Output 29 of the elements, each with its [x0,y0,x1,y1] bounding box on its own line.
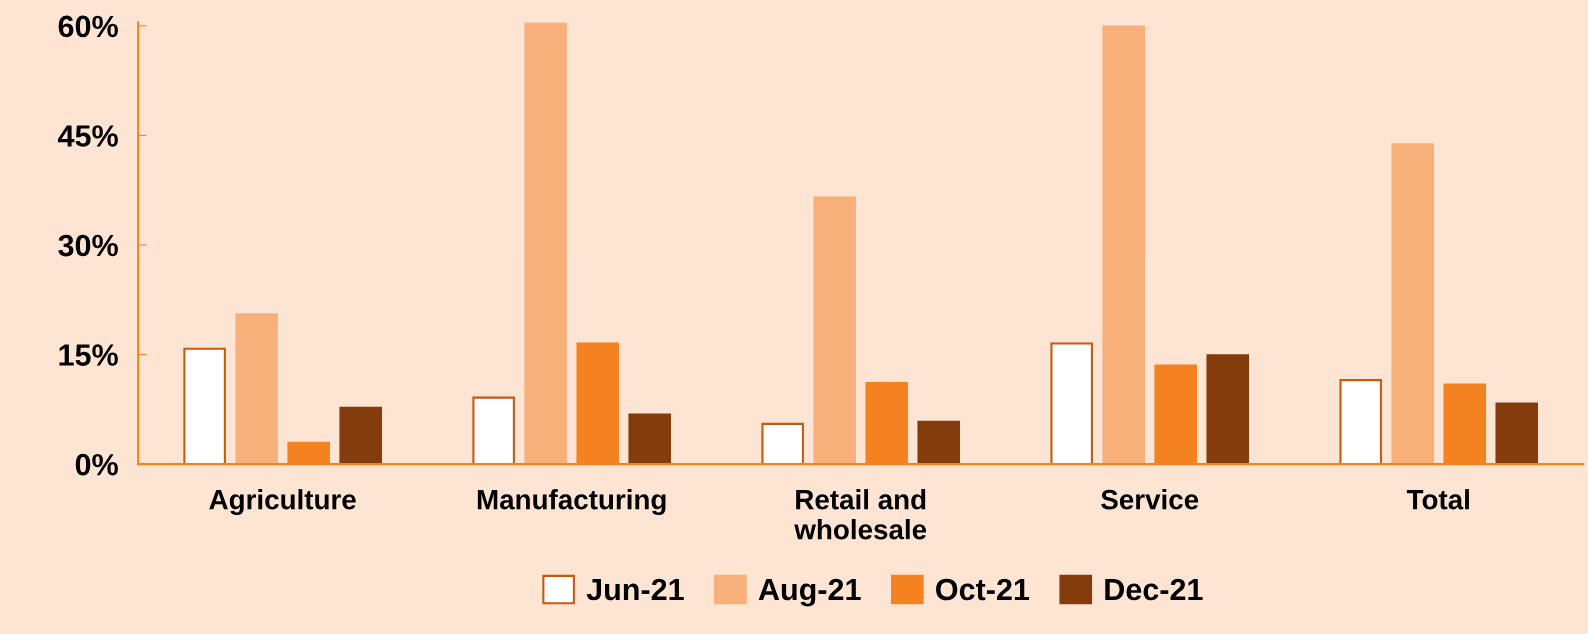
legend-label: Dec-21 [1105,578,1203,601]
legend-label: Aug-21 [758,578,861,607]
bar [1339,379,1382,465]
bar [628,413,671,465]
bar [339,406,382,465]
bar [1102,25,1145,465]
y-tick-label: 30% [58,234,118,257]
y-tick-label: 45% [58,125,118,147]
x-tick-label: Service [1101,489,1199,510]
y-tick-label: 0% [75,453,118,476]
y-tick-label: 15% [59,344,118,366]
bar [1206,354,1250,465]
bar [761,422,804,465]
bar [813,196,856,465]
y-tick-label: 60% [58,15,118,38]
legend-label: Oct-21 [936,578,1030,601]
bar [472,396,515,465]
bar [183,347,226,465]
x-tick-label: Total [1406,489,1469,510]
bar [1050,342,1093,465]
legend-label: Jun-21 [586,578,684,601]
x-tick-label: Manufacturing [477,489,666,516]
bar [917,420,960,465]
x-tick-label: Retail and wholesale [794,489,927,540]
x-tick-label: Agriculture [209,489,356,516]
bar [1391,143,1434,465]
bar [1495,402,1539,465]
bar [235,313,278,465]
bar [524,22,567,465]
